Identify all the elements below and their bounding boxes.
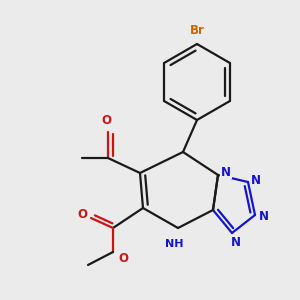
- Text: N: N: [259, 211, 269, 224]
- Text: Br: Br: [190, 23, 204, 37]
- Text: O: O: [118, 251, 128, 265]
- Text: N: N: [231, 236, 241, 250]
- Text: N: N: [221, 166, 231, 178]
- Text: N: N: [251, 173, 261, 187]
- Text: O: O: [77, 208, 87, 220]
- Text: O: O: [101, 113, 111, 127]
- Text: NH: NH: [165, 239, 183, 249]
